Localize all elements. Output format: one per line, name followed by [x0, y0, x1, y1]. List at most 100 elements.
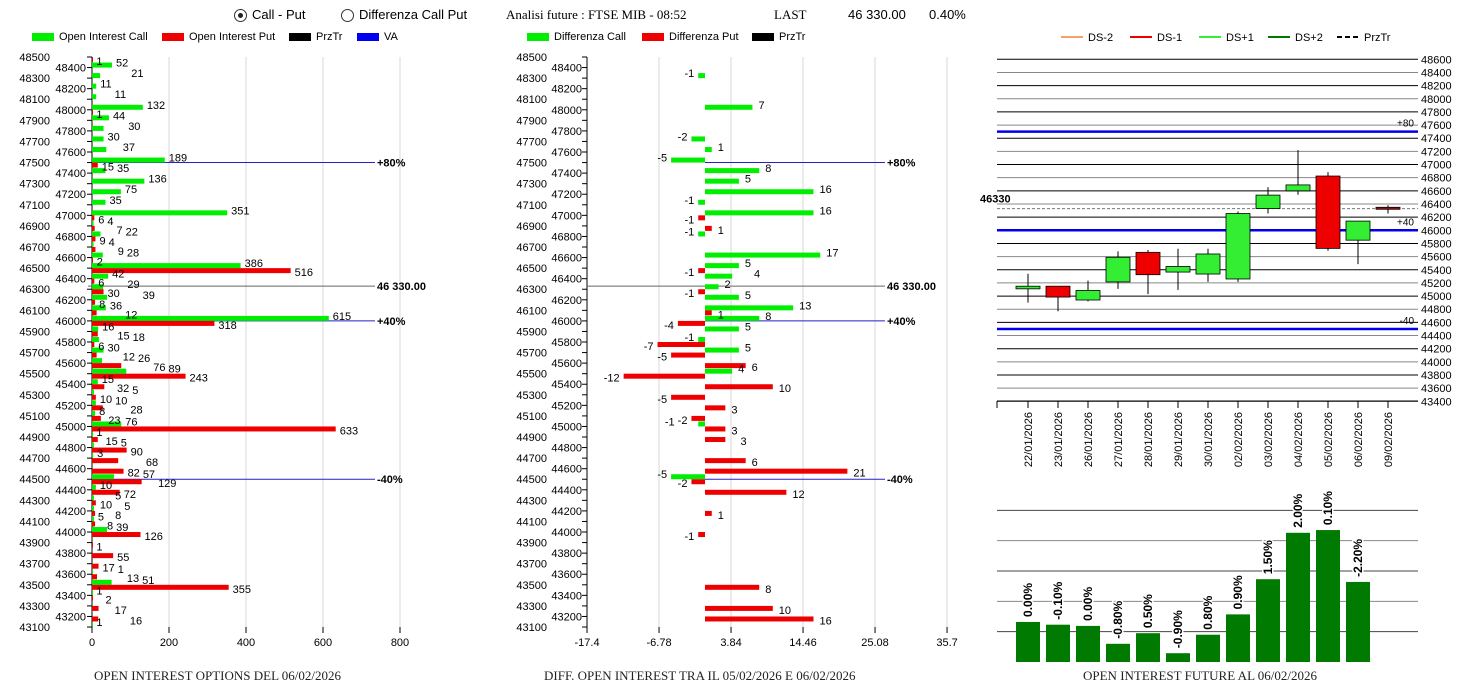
radio-call-put[interactable] — [234, 9, 247, 22]
diff-put-bar — [671, 352, 705, 358]
y-tick-label: 47900 — [516, 115, 547, 127]
y-tick-label: 47800 — [55, 126, 86, 138]
call-bar — [92, 453, 94, 459]
call-bar — [92, 157, 165, 163]
radio-call-put-label[interactable]: Call - Put — [252, 7, 306, 22]
y-tick-label: 44000 — [1421, 357, 1452, 369]
legend-swatch-call — [32, 33, 54, 41]
y-tick-label: 44100 — [19, 516, 50, 528]
put-bar — [92, 342, 95, 348]
call-value-label: 1 — [96, 427, 102, 439]
diff-put-bar — [657, 342, 705, 348]
radio-differenza[interactable] — [341, 9, 354, 22]
radio-differenza-label[interactable]: Differenza Call Put — [359, 7, 468, 22]
put-bar — [92, 310, 97, 316]
y-tick-label: 48300 — [19, 73, 50, 85]
call-value-label: 4 — [107, 216, 113, 228]
call-bar — [92, 432, 93, 438]
legend-swatch-put — [162, 33, 184, 41]
put-value-label: 16 — [130, 615, 142, 627]
x-tick-label: 0 — [89, 637, 95, 649]
diff-call-label: 13 — [799, 300, 811, 312]
diff-put-bar — [705, 468, 848, 474]
level-label: +80 — [1397, 119, 1414, 130]
future-bar — [1256, 579, 1280, 662]
candle-body — [1075, 290, 1101, 301]
diff-call-label: -1 — [684, 332, 694, 344]
call-bar — [92, 263, 241, 269]
put-bar — [92, 373, 186, 379]
date-label: 23/01/2026 — [1053, 412, 1065, 467]
put-bar — [92, 605, 99, 611]
diff-call-label: 8 — [765, 163, 771, 175]
y-tick-label: 47600 — [1421, 120, 1452, 132]
diff-put-label: 12 — [792, 489, 804, 501]
y-tick-label: 46100 — [516, 305, 547, 317]
put-value-label: 30 — [108, 288, 120, 300]
legend-label: DS+1 — [1226, 32, 1254, 44]
call-bar — [92, 273, 109, 279]
put-value-label: 15 — [102, 162, 114, 174]
put-value-label: 6 — [98, 341, 104, 353]
future-bar — [1226, 614, 1250, 662]
last-label: LAST — [774, 7, 807, 22]
y-tick-label: 43600 — [551, 569, 582, 581]
call-value-label: 75 — [125, 184, 137, 196]
y-tick-label: 43800 — [55, 548, 86, 560]
put-bar — [92, 109, 93, 115]
y-tick-label: 43800 — [1421, 370, 1452, 382]
put-value-label: 68 — [146, 457, 158, 469]
y-tick-label: 46400 — [1421, 199, 1452, 211]
put-value-label: 72 — [124, 489, 136, 501]
put-value-label: 10 — [100, 394, 112, 406]
put-bar — [92, 437, 98, 443]
x-tick-label: 800 — [391, 637, 409, 649]
call-bar — [92, 136, 104, 142]
put-bar — [92, 563, 99, 569]
y-tick-label: 45700 — [19, 348, 50, 360]
put-bar — [92, 542, 93, 548]
reference-label: +80% — [377, 158, 406, 170]
call-bar — [92, 94, 97, 100]
diff-call-bar — [671, 157, 705, 163]
y-tick-label: 44900 — [516, 432, 547, 444]
date-label: 27/01/2026 — [1113, 412, 1125, 467]
candle-body — [1255, 194, 1281, 209]
call-value-label: 39 — [116, 522, 128, 534]
diff-call-bar — [698, 73, 705, 79]
call-bar — [92, 242, 94, 248]
y-tick-label: 46800 — [1421, 173, 1452, 185]
y-tick-label: 46600 — [551, 253, 582, 265]
y-tick-label: 46100 — [19, 305, 50, 317]
diff-put-label: 6 — [752, 457, 758, 469]
call-bar — [92, 495, 94, 501]
future-bar — [1016, 621, 1040, 662]
future-bar-label: 0.10% — [1321, 491, 1335, 525]
y-tick-label: 46700 — [19, 242, 50, 254]
legend-prztr: PrzTr — [316, 31, 343, 43]
diff-put-bar — [691, 415, 705, 421]
diff-call-label: 2 — [725, 279, 731, 291]
call-bar — [92, 125, 104, 131]
put-value-label: 126 — [145, 531, 163, 543]
diff-call-label: 5 — [745, 321, 751, 333]
diff-call-label: 8 — [765, 311, 771, 323]
candle-body — [1135, 251, 1161, 276]
put-bar — [92, 510, 96, 516]
future-chart-title: OPEN INTEREST FUTURE AL 06/02/2026 — [1083, 668, 1318, 683]
put-value-label: 15 — [106, 436, 118, 448]
candle-body — [1225, 213, 1251, 280]
call-bar — [92, 484, 96, 490]
call-value-label: 1 — [118, 564, 124, 576]
call-bar — [92, 220, 94, 226]
put-value-label: 76 — [153, 362, 165, 374]
candle-body — [1015, 285, 1041, 290]
call-bar — [92, 421, 122, 427]
legend-swatch-diff-call — [527, 33, 549, 41]
date-label: 22/01/2026 — [1023, 412, 1035, 467]
legend-label: DS-1 — [1157, 32, 1182, 44]
put-value-label: 32 — [117, 383, 129, 395]
y-tick-label: 44700 — [19, 453, 50, 465]
legend-swatch-diff-put — [642, 33, 664, 41]
diff-put-bar — [691, 479, 705, 485]
